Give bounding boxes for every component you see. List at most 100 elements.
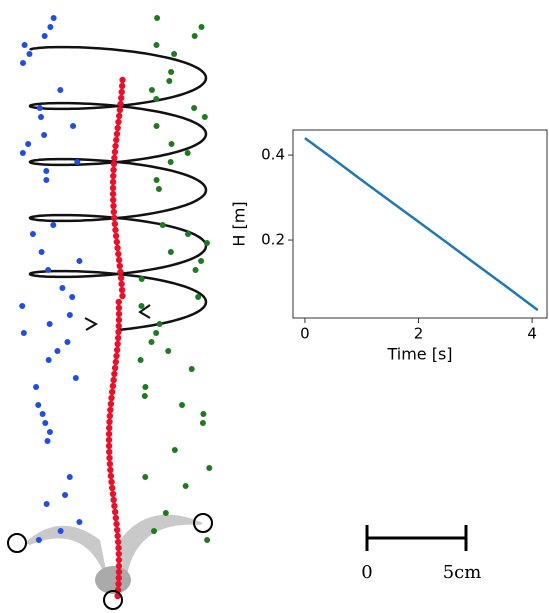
- y-tick-label: 0.4: [261, 146, 285, 164]
- green-dot: [162, 510, 169, 516]
- red-dot: [118, 286, 126, 294]
- green-dot: [153, 177, 160, 183]
- green-dot: [199, 420, 206, 426]
- red-dot: [115, 112, 123, 120]
- red-dot: [111, 148, 119, 156]
- stand-base: [95, 566, 131, 594]
- green-dot: [141, 393, 148, 399]
- blue-dot: [43, 177, 50, 183]
- red-dot: [113, 130, 121, 138]
- green-dot: [142, 384, 149, 390]
- blue-dot: [45, 357, 52, 363]
- red-dot: [113, 526, 121, 534]
- green-dot: [200, 411, 207, 417]
- red-dot: [109, 484, 116, 492]
- green-dot: [153, 123, 160, 129]
- y-axis-label: H [m]: [230, 201, 249, 246]
- red-dot: [115, 544, 122, 552]
- green-dot: [206, 465, 213, 471]
- blue-dot: [26, 51, 33, 57]
- red-dot: [115, 316, 123, 324]
- red-dot: [112, 232, 120, 240]
- red-dot: [115, 310, 123, 318]
- red-dot: [106, 460, 114, 468]
- blue-dot: [41, 33, 48, 39]
- green-dot: [138, 303, 145, 309]
- blue-dot: [50, 15, 57, 21]
- plot-frame: [292, 129, 548, 319]
- red-dot: [115, 580, 122, 588]
- red-dot: [113, 520, 120, 528]
- scale-bar: [365, 525, 468, 551]
- x-axis-label: Time [s]: [386, 345, 452, 364]
- red-dot: [114, 340, 121, 348]
- helix: [28, 45, 208, 332]
- blue-dot: [43, 501, 50, 507]
- green-dot: [159, 222, 166, 228]
- red-dot: [112, 358, 120, 366]
- green-dot: [156, 321, 163, 327]
- green-dot: [188, 366, 195, 372]
- red-dot: [110, 166, 117, 174]
- red-dot: [110, 160, 118, 168]
- blue-dot: [36, 105, 43, 111]
- green-dot: [153, 42, 160, 48]
- blue-dot: [20, 330, 27, 336]
- red-dot: [114, 244, 121, 252]
- helix-illustration: [7, 15, 213, 610]
- red-dot: [115, 562, 123, 570]
- red-dot: [107, 406, 114, 414]
- red-dot: [112, 142, 119, 150]
- x-tick-label: 2: [414, 325, 424, 343]
- red-dot: [111, 502, 118, 510]
- red-dot: [107, 466, 114, 474]
- blue-dot: [25, 141, 32, 147]
- green-dot: [142, 474, 149, 480]
- red-dot: [106, 454, 113, 462]
- x-tick-label: 0: [300, 325, 310, 343]
- red-dot: [110, 196, 117, 204]
- green-dot: [171, 51, 178, 57]
- green-dot: [195, 294, 202, 300]
- red-dot: [118, 280, 125, 288]
- scale-label: 0: [361, 562, 372, 583]
- blue-dot: [38, 249, 45, 255]
- blue-dot: [19, 150, 26, 156]
- green-dot: [155, 186, 162, 192]
- red-dot: [111, 220, 119, 228]
- blue-dot: [44, 438, 51, 444]
- blue-dot: [45, 267, 52, 273]
- red-dot: [115, 250, 122, 258]
- red-dot: [113, 346, 121, 354]
- contact-circle: [193, 513, 213, 533]
- red-dot: [110, 376, 117, 384]
- red-dot: [117, 268, 124, 276]
- red-dot: [115, 322, 122, 330]
- red-dot: [116, 106, 124, 114]
- red-dot: [115, 256, 123, 264]
- blue-dot: [72, 375, 79, 381]
- red-dot: [110, 496, 117, 504]
- red-dot: [116, 262, 123, 270]
- red-dot: [114, 334, 122, 342]
- green-dot: [184, 150, 191, 156]
- green-dot: [191, 33, 198, 39]
- red-dot: [117, 94, 125, 102]
- red-dot: [110, 172, 117, 180]
- red-dot: [114, 532, 121, 540]
- red-dot: [113, 238, 121, 246]
- red-dot: [115, 550, 122, 558]
- blue-dot: [29, 231, 36, 237]
- red-dot: [118, 82, 126, 90]
- data-line: [304, 137, 539, 312]
- blue-dot: [21, 42, 28, 48]
- red-dot: [111, 508, 119, 516]
- red-dot: [109, 490, 117, 498]
- green-dot: [153, 96, 160, 102]
- green-dot: [198, 258, 205, 264]
- red-dot: [115, 556, 123, 564]
- red-dot: [106, 412, 114, 420]
- red-dot: [106, 424, 113, 432]
- blue-dot: [46, 429, 53, 435]
